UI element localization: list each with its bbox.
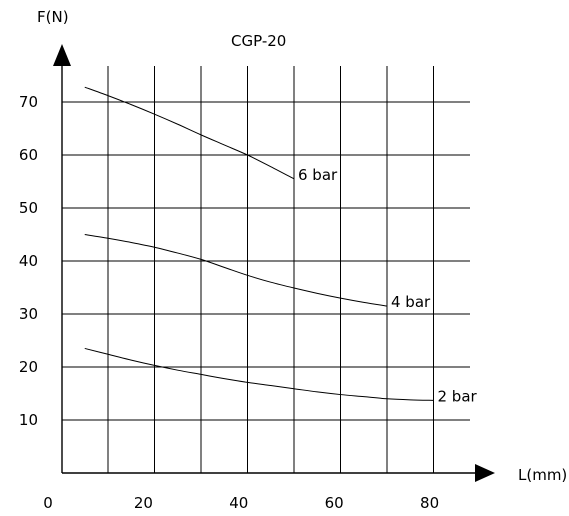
labels: 10 20 30 40 50 60 70 0 20 40 60 80 6 bar 4 bar 2 bar (19, 93, 478, 512)
x-tick-label-40: 40 (229, 494, 248, 512)
chart-title: CGP-20 (231, 32, 286, 50)
x-axis-arrow-icon (475, 464, 495, 482)
series-line-2-bar (84, 347, 434, 401)
y-tick-label-30: 30 (19, 305, 38, 323)
x-tick-label-0: 0 (43, 494, 53, 512)
x-tick-label-20: 20 (134, 494, 153, 512)
y-axis-title: F(N) (37, 8, 69, 26)
grid-lines (62, 66, 470, 473)
x-axis-title: L(mm) (518, 466, 567, 484)
series-line-6-bar (84, 86, 295, 180)
series-label-6-bar: 6 bar (298, 166, 338, 184)
y-tick-label-20: 20 (19, 358, 38, 376)
y-axis-arrow-icon (53, 44, 71, 66)
y-tick-label-60: 60 (19, 146, 38, 164)
x-tick-label-80: 80 (420, 494, 439, 512)
y-tick-label-10: 10 (19, 411, 38, 429)
series-line-4-bar (84, 234, 388, 307)
series-label-4-bar: 4 bar (391, 293, 431, 311)
axes (53, 44, 495, 482)
y-tick-label-70: 70 (19, 93, 38, 111)
y-tick-label-50: 50 (19, 199, 38, 217)
series-label-2-bar: 2 bar (438, 387, 478, 405)
x-tick-label-60: 60 (325, 494, 344, 512)
y-tick-label-40: 40 (19, 252, 38, 270)
data-curves (84, 86, 434, 401)
